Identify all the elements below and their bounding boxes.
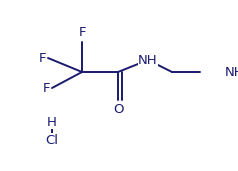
Text: Cl: Cl [45,134,59,147]
Text: F: F [43,82,50,95]
Text: H: H [47,115,57,128]
Text: NH: NH [138,54,158,67]
Text: F: F [39,51,46,64]
Text: F: F [78,26,86,39]
Text: NH₂: NH₂ [225,65,238,78]
Text: O: O [113,103,123,116]
